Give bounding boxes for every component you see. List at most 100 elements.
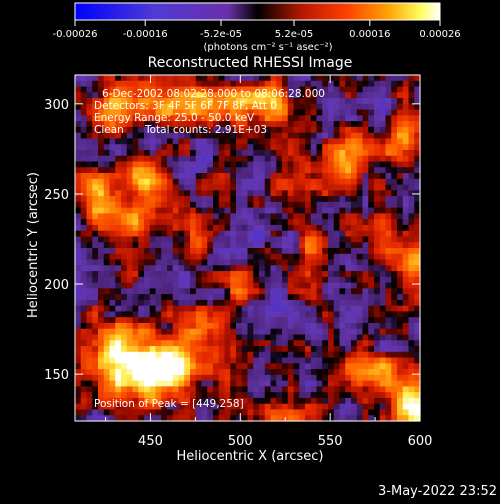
heatmap-cell xyxy=(241,242,249,249)
heatmap-cell xyxy=(276,132,283,140)
heatmap-cell xyxy=(253,282,260,289)
heatmap-cell xyxy=(351,121,358,128)
heatmap-cell xyxy=(391,409,398,416)
heatmap-cell xyxy=(230,311,237,318)
heatmap-cell xyxy=(299,173,306,180)
heatmap-cell xyxy=(172,224,180,232)
heatmap-cell xyxy=(287,219,295,226)
heatmap-cell xyxy=(287,334,295,341)
heatmap-cell xyxy=(190,357,197,364)
heatmap-cell xyxy=(149,346,157,353)
heatmap-cell xyxy=(190,403,197,411)
heatmap-cell xyxy=(299,144,306,151)
heatmap-cell xyxy=(356,369,364,376)
heatmap-cell xyxy=(224,184,231,191)
heatmap-cell xyxy=(132,299,139,307)
heatmap-cell xyxy=(172,259,180,266)
heatmap-cell xyxy=(98,271,105,278)
heatmap-cell xyxy=(299,294,306,301)
heatmap-cell xyxy=(138,334,145,341)
heatmap-cell xyxy=(155,196,162,203)
heatmap-cell xyxy=(149,196,157,203)
heatmap-cell xyxy=(155,138,162,145)
heatmap-cell xyxy=(161,397,168,405)
heatmap-cell xyxy=(184,138,191,145)
heatmap-cell xyxy=(138,322,145,330)
heatmap-cell xyxy=(184,201,191,209)
heatmap-cell xyxy=(75,351,82,359)
heatmap-cell xyxy=(247,144,254,151)
heatmap-cell xyxy=(201,86,208,93)
heatmap-cell xyxy=(305,190,312,197)
heatmap-cell xyxy=(86,92,93,99)
heatmap-cell xyxy=(155,299,162,307)
heatmap-cell xyxy=(213,75,220,82)
heatmap-cell xyxy=(259,190,266,197)
heatmap-cell xyxy=(414,363,421,370)
heatmap-cell xyxy=(328,282,335,289)
heatmap-cell xyxy=(362,144,369,151)
heatmap-cell xyxy=(109,196,116,203)
heatmap-cell xyxy=(333,132,341,140)
heatmap-cell xyxy=(374,92,381,99)
heatmap-cell xyxy=(98,207,105,214)
heatmap-cell xyxy=(374,334,381,341)
heatmap-cell xyxy=(138,369,145,376)
heatmap-cell xyxy=(109,207,116,214)
heatmap-cell xyxy=(80,276,88,284)
heatmap-cell xyxy=(115,282,122,289)
heatmap-cell xyxy=(264,299,272,307)
heatmap-cell xyxy=(201,213,208,220)
heatmap-cell xyxy=(109,121,116,128)
heatmap-cell xyxy=(224,80,231,88)
heatmap-cell xyxy=(155,392,162,399)
heatmap-cell xyxy=(402,392,410,399)
heatmap-cell xyxy=(339,357,346,364)
heatmap-cell xyxy=(414,248,421,255)
heatmap-cell xyxy=(190,178,197,186)
heatmap-cell xyxy=(190,213,197,220)
heatmap-cell xyxy=(351,248,358,255)
heatmap-cell xyxy=(408,346,415,353)
heatmap-cell xyxy=(161,328,168,336)
heatmap-cell xyxy=(92,374,99,382)
heatmap-cell xyxy=(236,121,243,128)
heatmap-cell xyxy=(356,121,364,128)
heatmap-cell xyxy=(126,369,134,376)
heatmap-cell xyxy=(328,236,335,243)
heatmap-cell xyxy=(282,322,289,330)
heatmap-cell xyxy=(218,369,226,376)
heatmap-cell xyxy=(328,103,335,111)
heatmap-cell xyxy=(287,167,295,174)
heatmap-cell xyxy=(287,259,295,266)
heatmap-cell xyxy=(305,328,312,336)
heatmap-cell xyxy=(138,155,145,163)
heatmap-cell xyxy=(282,328,289,336)
heatmap-cell xyxy=(195,242,203,249)
heatmap-cell xyxy=(172,184,180,191)
heatmap-cell xyxy=(351,92,358,99)
heatmap-cell xyxy=(207,403,214,411)
heatmap-cell xyxy=(397,213,404,220)
heatmap-cell xyxy=(333,322,341,330)
heatmap-cell xyxy=(391,92,398,99)
heatmap-cell xyxy=(138,242,145,249)
heatmap-cell xyxy=(316,369,323,376)
heatmap-cell xyxy=(144,397,151,405)
heatmap-cell xyxy=(224,403,231,411)
heatmap-cell xyxy=(356,207,364,214)
heatmap-cell xyxy=(322,276,329,284)
heatmap-cell xyxy=(201,132,208,140)
heatmap-cell xyxy=(356,86,364,93)
heatmap-cell xyxy=(379,98,387,105)
heatmap-cell xyxy=(184,121,191,128)
heatmap-cell xyxy=(351,340,358,347)
heatmap-cell xyxy=(305,219,312,226)
heatmap-cell xyxy=(103,196,111,203)
heatmap-cell xyxy=(247,115,254,122)
heatmap-cell xyxy=(155,397,162,405)
heatmap-cell xyxy=(230,230,237,238)
heatmap-cell xyxy=(287,317,295,324)
heatmap-cell xyxy=(184,242,191,249)
heatmap-cell xyxy=(144,409,151,416)
